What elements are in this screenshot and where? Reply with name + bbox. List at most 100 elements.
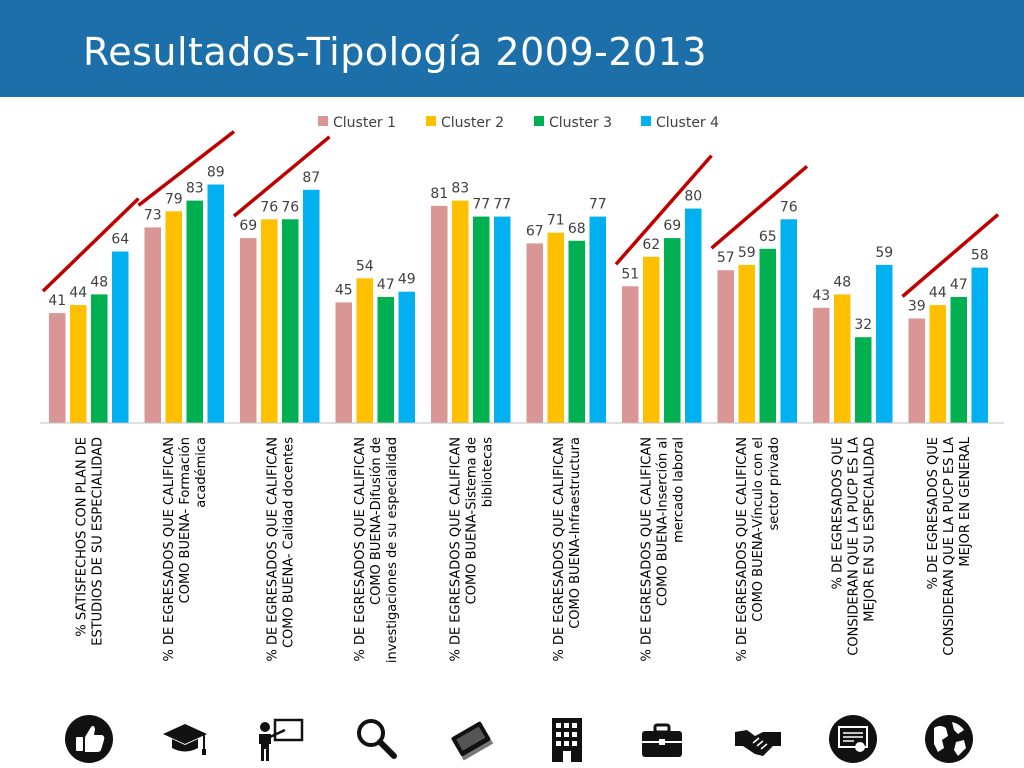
category-label-2: % DE EGRESADOS QUE CALIFICANCOMO BUENA- … xyxy=(162,437,209,662)
bar-group-3-cluster-3 xyxy=(282,219,299,423)
legend-swatch-cluster-2 xyxy=(426,116,436,126)
building-icon xyxy=(542,714,592,764)
bar-group-6-cluster-2 xyxy=(547,232,564,423)
bar-group-10-cluster-3 xyxy=(950,297,967,423)
bar-group-8-cluster-2 xyxy=(738,264,755,423)
data-label-group-9-cluster-2: 48 xyxy=(833,274,851,290)
trend-line-group-2 xyxy=(137,130,236,207)
bar-group-7-cluster-4 xyxy=(685,208,702,423)
bar-group-2-cluster-3 xyxy=(186,200,203,423)
bar-group-9-cluster-4 xyxy=(876,264,893,423)
bar-group-10-cluster-4 xyxy=(971,267,988,423)
bar-group-5-cluster-4 xyxy=(494,216,511,423)
data-label-group-5-cluster-2: 83 xyxy=(451,181,469,197)
bar-group-2-cluster-1 xyxy=(144,227,161,423)
bar-group-5-cluster-2 xyxy=(452,200,469,423)
data-label-group-3-cluster-2: 76 xyxy=(260,199,278,215)
handshake-icon xyxy=(733,714,783,764)
data-label-group-2-cluster-3: 83 xyxy=(186,181,204,197)
data-label-group-2-cluster-4: 89 xyxy=(207,165,225,181)
bar-group-9-cluster-2 xyxy=(834,294,851,423)
bar-group-7-cluster-1 xyxy=(622,286,639,423)
trend-line-group-8 xyxy=(710,164,809,250)
data-label-group-4-cluster-4: 49 xyxy=(398,272,416,288)
bar-group-3-cluster-2 xyxy=(261,219,278,423)
data-label-group-10-cluster-2: 44 xyxy=(929,285,947,301)
data-label-group-3-cluster-4: 87 xyxy=(302,170,320,186)
data-label-group-4-cluster-1: 45 xyxy=(335,282,353,298)
bar-group-7-cluster-3 xyxy=(664,238,681,423)
bar-group-6-cluster-1 xyxy=(526,243,543,423)
legend-label-cluster-1: Cluster 1 xyxy=(333,115,396,131)
bar-group-5-cluster-1 xyxy=(431,205,448,423)
data-label-group-1-cluster-4: 64 xyxy=(111,232,129,248)
bar-group-4-cluster-2 xyxy=(356,278,373,423)
data-label-group-3-cluster-3: 76 xyxy=(281,199,299,215)
data-label-group-2-cluster-2: 79 xyxy=(165,191,183,207)
trend-line-group-3 xyxy=(232,135,331,218)
teacher-board-icon xyxy=(255,714,305,764)
book-icon xyxy=(446,714,496,764)
data-label-group-1-cluster-3: 48 xyxy=(90,274,108,290)
trend-lines xyxy=(41,130,1000,298)
data-label-group-7-cluster-1: 51 xyxy=(621,266,639,282)
bar-group-1-cluster-1 xyxy=(49,313,66,423)
graduation-cap-icon xyxy=(160,714,210,764)
briefcase-icon xyxy=(637,714,687,764)
data-label-group-9-cluster-1: 43 xyxy=(812,288,830,304)
bar-group-9-cluster-3 xyxy=(855,337,872,423)
category-label-10: % DE EGRESADOS QUECONSIDERAN QUE LA PUCP… xyxy=(926,436,973,655)
bar-group-10-cluster-2 xyxy=(929,305,946,423)
legend-label-cluster-3: Cluster 3 xyxy=(549,115,612,131)
legend-swatch-cluster-1 xyxy=(318,116,328,126)
bar-group-1-cluster-4 xyxy=(112,251,129,423)
bar-group-4-cluster-1 xyxy=(335,302,352,423)
data-label-group-8-cluster-3: 65 xyxy=(759,229,777,245)
data-label-group-1-cluster-2: 44 xyxy=(69,285,87,301)
bar-group-1-cluster-3 xyxy=(91,294,108,423)
data-label-group-7-cluster-3: 69 xyxy=(663,218,681,234)
data-label-group-6-cluster-2: 71 xyxy=(547,213,565,229)
legend-label-cluster-2: Cluster 2 xyxy=(441,115,504,131)
title-bar: Resultados-Tipología 2009-2013 xyxy=(0,0,1024,97)
category-label-4: % DE EGRESADOS QUE CALIFICANCOMO BUENA-D… xyxy=(353,437,400,663)
bar-group-4-cluster-3 xyxy=(377,297,394,423)
data-label-group-8-cluster-4: 76 xyxy=(780,199,798,215)
data-label-group-4-cluster-3: 47 xyxy=(377,277,395,293)
category-label-6: % DE EGRESADOS QUE CALIFICANCOMO BUENA-I… xyxy=(552,437,583,662)
bar-group-6-cluster-4 xyxy=(589,216,606,423)
data-label-group-6-cluster-4: 77 xyxy=(589,197,607,213)
bar-group-10-cluster-1 xyxy=(908,318,925,423)
bar-group-8-cluster-1 xyxy=(717,270,734,423)
magnifier-icon xyxy=(351,714,401,764)
bar-group-4-cluster-4 xyxy=(398,291,415,423)
bar-group-1-cluster-2 xyxy=(70,305,87,423)
bar-group-8-cluster-4 xyxy=(780,219,797,423)
bar-group-7-cluster-2 xyxy=(643,256,660,423)
data-label-group-8-cluster-2: 59 xyxy=(738,245,756,261)
globe-icon xyxy=(924,714,974,764)
data-label-group-7-cluster-4: 80 xyxy=(684,189,702,205)
certificate-icon xyxy=(828,714,878,764)
trend-line-group-7 xyxy=(614,154,713,266)
bar-group-3-cluster-1 xyxy=(240,238,257,423)
bar-group-6-cluster-3 xyxy=(568,240,585,423)
bar-group-3-cluster-4 xyxy=(303,189,320,423)
data-label-group-10-cluster-3: 47 xyxy=(950,277,968,293)
legend-label-cluster-4: Cluster 4 xyxy=(656,115,719,131)
legend-swatch-cluster-4 xyxy=(641,116,651,126)
slide-title: Resultados-Tipología 2009-2013 xyxy=(83,30,708,74)
data-label-group-5-cluster-1: 81 xyxy=(430,186,448,202)
legend-swatch-cluster-3 xyxy=(534,116,544,126)
data-label-group-6-cluster-3: 68 xyxy=(568,221,586,237)
data-label-group-8-cluster-1: 57 xyxy=(717,250,735,266)
data-label-group-7-cluster-2: 62 xyxy=(642,237,660,253)
category-label-7: % DE EGRESADOS QUE CALIFICANCOMO BUENA-I… xyxy=(640,437,687,662)
category-label-9: % DE EGRESADOS QUECONSIDERAN QUE LA PUCP… xyxy=(831,437,878,656)
data-label-group-9-cluster-3: 32 xyxy=(854,317,872,333)
bar-group-2-cluster-2 xyxy=(165,211,182,423)
category-label-5: % DE EGRESADOS QUE CALIFICANCOMO BUENA-S… xyxy=(449,437,496,662)
thumbs-up-icon xyxy=(64,714,114,764)
